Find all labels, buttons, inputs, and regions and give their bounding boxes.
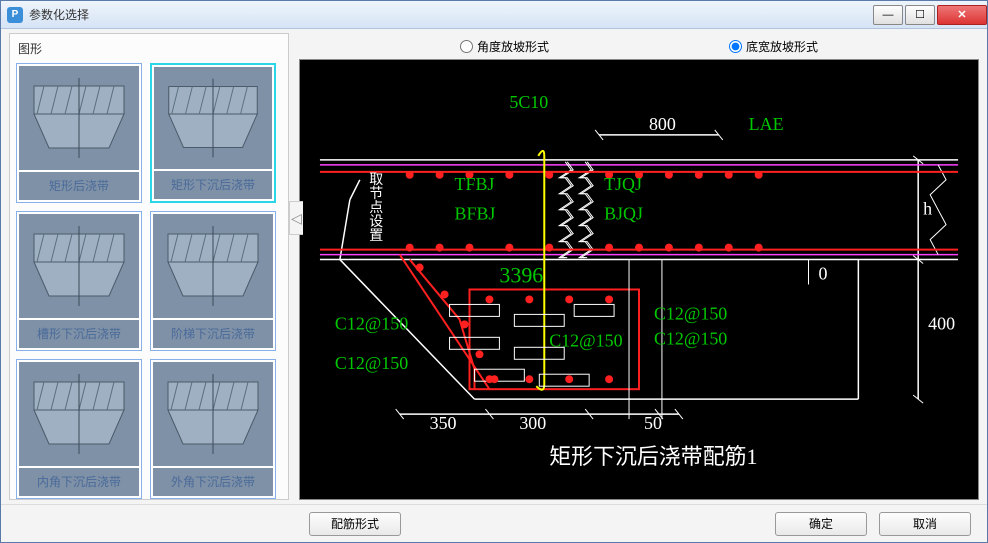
svg-text:h: h <box>923 199 932 219</box>
drawing-svg: 5C10 800 LAE TFBJ TJQJ BFBJ BJQJ 3396 C12@150 C12… <box>300 60 978 499</box>
svg-text:C12@150: C12@150 <box>654 328 727 348</box>
svg-text:50: 50 <box>644 413 662 433</box>
svg-text:C12@150: C12@150 <box>335 313 408 333</box>
left-panel: 图形 矩形后浇带 矩形下沉后浇带 <box>9 33 289 500</box>
collapse-arrow[interactable]: ◁ <box>289 201 303 235</box>
thumbnail-item[interactable]: 外角下沉后浇带 <box>150 359 276 499</box>
bottom-bar: 配筋形式 确定 取消 <box>1 504 987 542</box>
svg-text:0: 0 <box>818 264 827 284</box>
radio-width-label: 底宽放坡形式 <box>746 38 818 55</box>
maximize-button[interactable]: ☐ <box>905 5 935 25</box>
svg-text:800: 800 <box>649 114 676 134</box>
thumbnail-preview <box>19 66 139 170</box>
window-title: 参数化选择 <box>29 6 871 23</box>
svg-text:TJQJ: TJQJ <box>604 174 642 194</box>
thumbnail-item[interactable]: 矩形下沉后浇带 <box>150 63 276 203</box>
svg-text:C12@150: C12@150 <box>654 303 727 323</box>
svg-text:3396: 3396 <box>499 262 543 287</box>
rebar-form-button[interactable]: 配筋形式 <box>309 512 401 536</box>
thumbnail-preview <box>153 362 273 466</box>
radio-angle-label: 角度放坡形式 <box>477 38 549 55</box>
group-label-shapes: 图形 <box>18 40 284 57</box>
thumbnail-label: 内角下沉后浇带 <box>19 468 139 496</box>
thumbnail-label: 矩形下沉后浇带 <box>154 171 272 199</box>
parametric-dialog: P 参数化选择 — ☐ ✕ ◁ 图形 矩形后浇带 <box>0 0 988 543</box>
svg-text:BFBJ: BFBJ <box>455 204 496 224</box>
drawing-canvas[interactable]: 5C10 800 LAE TFBJ TJQJ BFBJ BJQJ 3396 C12@150 C12… <box>299 59 979 500</box>
svg-text:取节点设置: 取节点设置 <box>367 172 383 242</box>
thumbnail-item[interactable]: 阶梯下沉后浇带 <box>150 211 276 351</box>
thumbnail-preview <box>19 362 139 466</box>
window-buttons: — ☐ ✕ <box>871 5 987 25</box>
svg-text:400: 400 <box>928 313 955 333</box>
svg-text:C12@150: C12@150 <box>335 353 408 373</box>
app-icon: P <box>7 7 23 23</box>
minimize-button[interactable]: — <box>873 5 903 25</box>
radio-angle-slope[interactable]: 角度放坡形式 <box>460 38 549 55</box>
thumbnail-preview <box>153 214 273 318</box>
svg-text:C12@150: C12@150 <box>549 330 622 350</box>
svg-text:350: 350 <box>430 413 457 433</box>
thumbnail-item[interactable]: 矩形后浇带 <box>16 63 142 203</box>
thumbnail-label: 阶梯下沉后浇带 <box>153 320 273 348</box>
cancel-button[interactable]: 取消 <box>879 512 971 536</box>
thumbnail-item[interactable]: 槽形下沉后浇带 <box>16 211 142 351</box>
radio-angle-input[interactable] <box>460 40 473 53</box>
thumbnail-label: 槽形下沉后浇带 <box>19 320 139 348</box>
thumbnail-label: 矩形后浇带 <box>19 172 139 200</box>
svg-text:BJQJ: BJQJ <box>604 204 643 224</box>
titlebar[interactable]: P 参数化选择 — ☐ ✕ <box>1 1 987 29</box>
radio-width-input[interactable] <box>729 40 742 53</box>
thumbnail-preview <box>19 214 139 318</box>
radio-width-slope[interactable]: 底宽放坡形式 <box>729 38 818 55</box>
svg-text:LAE: LAE <box>749 114 784 134</box>
right-panel: 角度放坡形式 底宽放坡形式 5C10 800 LAE TFBJ TJQJ BFBJ BJQJ… <box>299 33 979 500</box>
thumbnail-label: 外角下沉后浇带 <box>153 468 273 496</box>
svg-text:300: 300 <box>519 413 546 433</box>
thumbnail-preview <box>154 67 272 169</box>
thumbnail-item[interactable]: 内角下沉后浇带 <box>16 359 142 499</box>
svg-text:5C10: 5C10 <box>509 92 548 112</box>
content-area: 图形 矩形后浇带 矩形下沉后浇带 <box>1 29 987 504</box>
thumbnail-grid: 矩形后浇带 矩形下沉后浇带 槽形下沉后浇带 <box>14 61 284 501</box>
slope-form-radios: 角度放坡形式 底宽放坡形式 <box>299 33 979 59</box>
svg-text:TFBJ: TFBJ <box>455 174 495 194</box>
svg-text:矩形下沉后浇带配筋1: 矩形下沉后浇带配筋1 <box>549 444 757 469</box>
close-button[interactable]: ✕ <box>937 5 987 25</box>
ok-button[interactable]: 确定 <box>775 512 867 536</box>
